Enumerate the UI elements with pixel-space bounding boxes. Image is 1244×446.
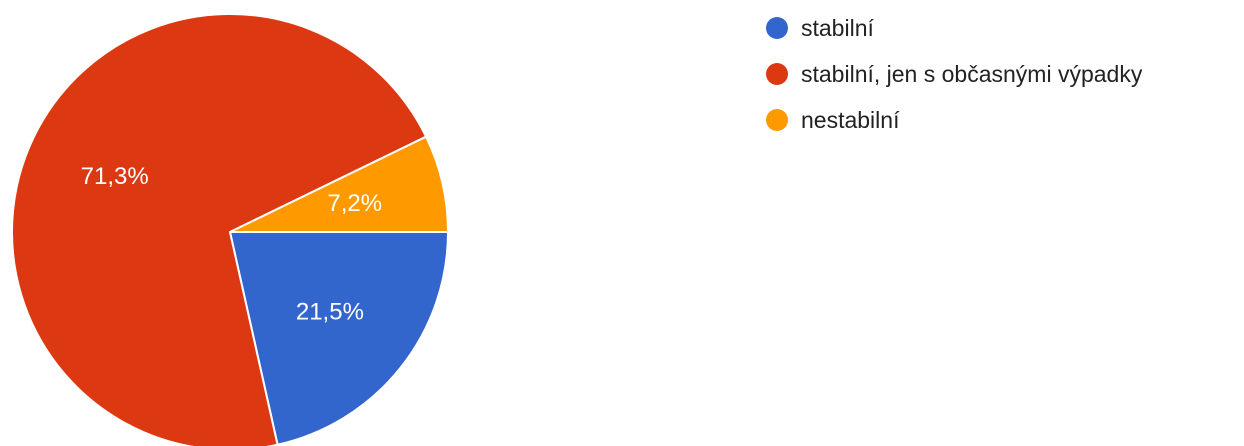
legend-item-stabilni[interactable]: stabilní bbox=[766, 10, 1142, 46]
slice-label-0: 21,5% bbox=[296, 299, 364, 326]
slice-label-2: 7,2% bbox=[327, 190, 382, 217]
pie-slice-0[interactable] bbox=[228, 231, 450, 446]
legend-label: nestabilní bbox=[801, 106, 900, 133]
pie-slice-1[interactable] bbox=[11, 13, 428, 446]
legend-item-stabilni-s-vypadky[interactable]: stabilní, jen s občasnými výpadky bbox=[766, 56, 1142, 92]
legend-swatch bbox=[766, 109, 788, 131]
pie-slices bbox=[11, 13, 450, 446]
legend-label: stabilní bbox=[801, 14, 874, 41]
legend-item-nestabilni[interactable]: nestabilní bbox=[766, 102, 1142, 138]
pie-slice-2[interactable] bbox=[229, 135, 450, 233]
slice-label-1: 71,3% bbox=[81, 163, 149, 190]
pie-slice-labels: 21,5% 71,3% 7,2% bbox=[81, 163, 382, 326]
legend-label: stabilní, jen s občasnými výpadky bbox=[801, 60, 1143, 87]
legend-swatch bbox=[766, 63, 788, 85]
legend: stabilní stabilní, jen s občasnými výpad… bbox=[766, 10, 1142, 148]
legend-swatch bbox=[766, 17, 788, 39]
